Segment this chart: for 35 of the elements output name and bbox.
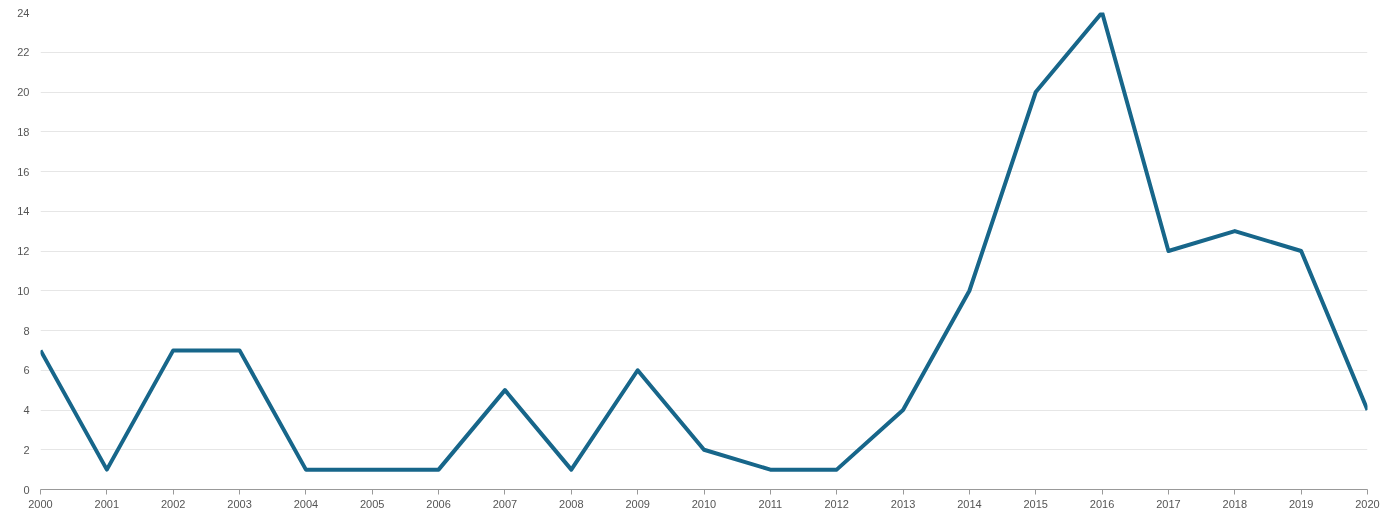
y-tick-label: 6 — [23, 364, 30, 377]
x-tick-label: 2008 — [559, 497, 584, 510]
y-tick-label: 0 — [23, 483, 30, 496]
y-tick-label: 4 — [23, 404, 30, 416]
x-tick-label: 2001 — [94, 497, 120, 510]
y-tick-label: 2 — [23, 443, 30, 456]
y-tick-label: 18 — [17, 125, 30, 138]
x-tick-label: 2014 — [957, 497, 982, 510]
x-tick-label: 2013 — [890, 497, 916, 510]
x-tick-label: 2009 — [625, 497, 650, 510]
y-tick-label: 24 — [17, 6, 30, 19]
x-tick-label: 2019 — [1288, 497, 1314, 510]
line-series — [40, 12, 1368, 472]
x-tick-label: 2000 — [28, 497, 53, 510]
x-tick-label: 2016 — [1089, 497, 1115, 510]
x-tick-label: 2004 — [293, 497, 319, 510]
y-tick-label: 10 — [17, 284, 30, 297]
x-tick-label: 2006 — [426, 497, 451, 510]
x-tick-label: 2002 — [160, 497, 186, 510]
x-tick-label: 2015 — [1023, 497, 1048, 510]
y-tick-label: 16 — [17, 165, 30, 178]
x-tick-label: 2012 — [824, 497, 849, 510]
x-tick-label: 2010 — [691, 497, 717, 510]
x-tick-label: 2003 — [227, 497, 252, 510]
x-tick-label: 2007 — [492, 497, 518, 510]
y-tick-label: 14 — [17, 205, 30, 218]
y-tick-label: 22 — [17, 46, 30, 59]
x-tick-label: 2017 — [1156, 497, 1181, 510]
x-tick-label: 2011 — [758, 497, 783, 510]
y-tick-label: 20 — [17, 86, 30, 98]
x-tick-label: 2005 — [360, 497, 385, 510]
y-tick-label: 8 — [23, 324, 30, 337]
x-tick-label: 2018 — [1222, 497, 1248, 510]
x-tick-label: 2020 — [1355, 497, 1380, 510]
y-tick-label: 12 — [17, 245, 30, 257]
